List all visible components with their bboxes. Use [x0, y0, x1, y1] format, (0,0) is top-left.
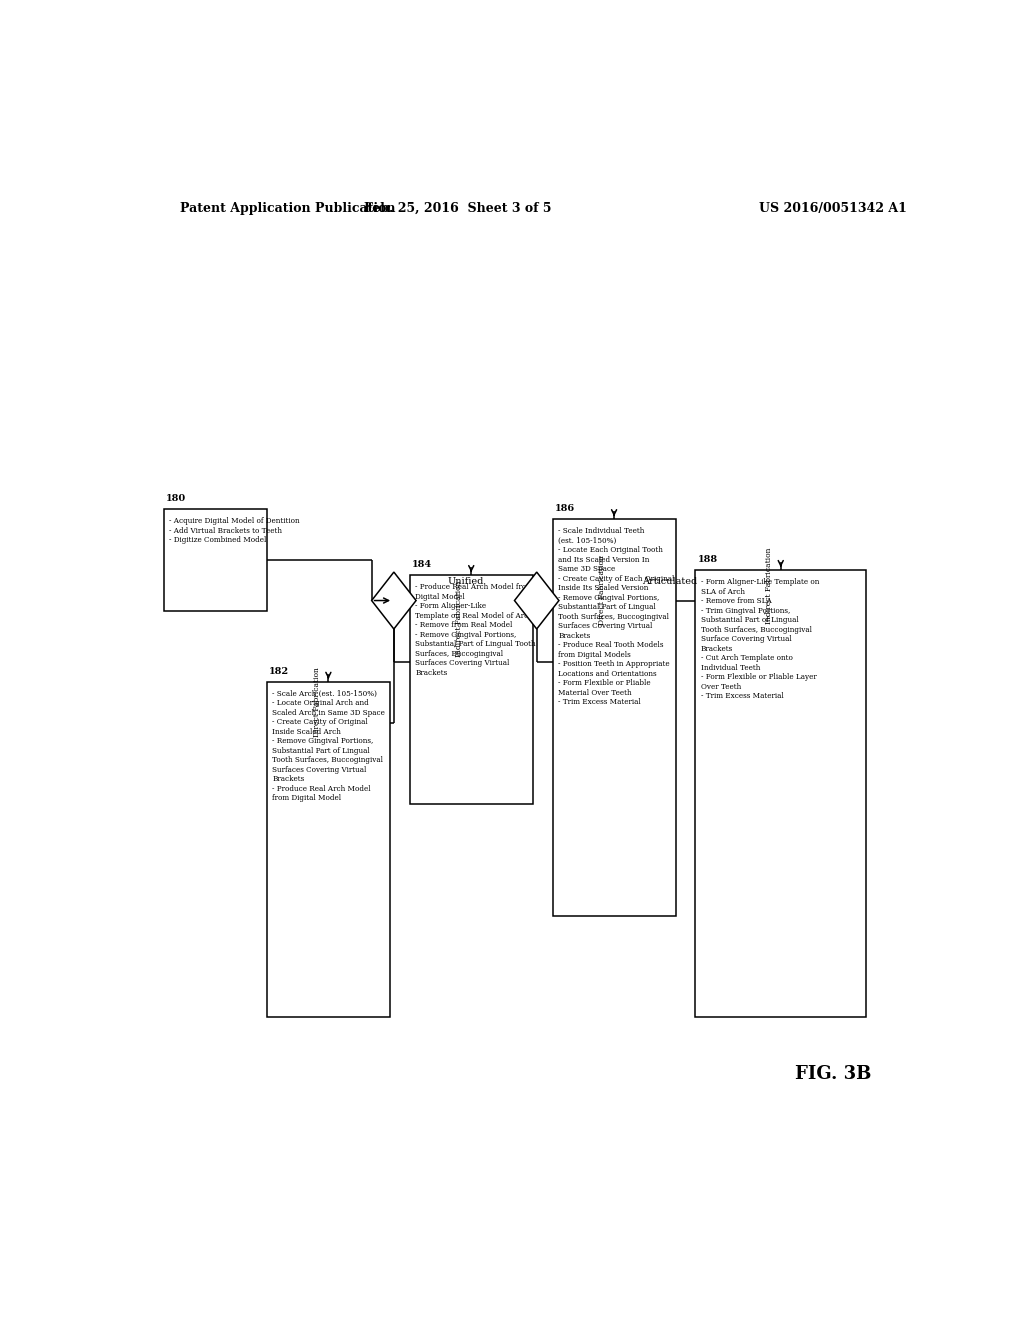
Text: - Scale Arch (est. 105-150%)
- Locate Original Arch and
Scaled Arch in Same 3D S: - Scale Arch (est. 105-150%) - Locate Or…	[272, 690, 385, 803]
Text: - Acquire Digital Model of Dentition
- Add Virtual Brackets to Teeth
- Digitize : - Acquire Digital Model of Dentition - A…	[169, 517, 300, 544]
Polygon shape	[514, 572, 559, 630]
Bar	[410, 576, 532, 804]
Text: - Scale Individual Teeth
(est. 105-150%)
- Locate Each Original Tooth
and Its Sc: - Scale Individual Teeth (est. 105-150%)…	[558, 528, 675, 706]
Text: FIG. 3B: FIG. 3B	[795, 1065, 871, 1084]
Text: - Form Aligner-Like Template on
SLA of Arch
- Remove from SLA
- Trim Gingival Po: - Form Aligner-Like Template on SLA of A…	[701, 578, 819, 700]
Text: Unified: Unified	[447, 577, 483, 586]
Text: - Produce Real Arch Model from
Digital Model
- Form Aligner-Like
Template on Rea: - Produce Real Arch Model from Digital M…	[416, 583, 536, 677]
Text: Feb. 25, 2016  Sheet 3 of 5: Feb. 25, 2016 Sheet 3 of 5	[364, 202, 551, 215]
Polygon shape	[372, 572, 416, 630]
Text: 184: 184	[412, 560, 432, 569]
Text: US 2016/0051342 A1: US 2016/0051342 A1	[759, 202, 907, 215]
Bar	[553, 519, 676, 916]
Text: Direct Fabrication: Direct Fabrication	[312, 667, 321, 737]
Text: 186: 186	[555, 504, 575, 513]
Text: Articulated: Articulated	[642, 577, 697, 586]
Bar	[267, 682, 390, 1018]
Text: Direct Fabrication: Direct Fabrication	[598, 556, 606, 626]
Text: 188: 188	[697, 554, 718, 564]
Text: 182: 182	[269, 667, 290, 676]
Text: 180: 180	[166, 494, 186, 503]
Bar	[695, 570, 866, 1018]
Text: Patent Application Publication: Patent Application Publication	[179, 202, 395, 215]
Text: Indirect Fabrication: Indirect Fabrication	[456, 579, 463, 656]
Bar	[164, 510, 267, 611]
Text: Indirect Fabrication: Indirect Fabrication	[765, 546, 773, 623]
